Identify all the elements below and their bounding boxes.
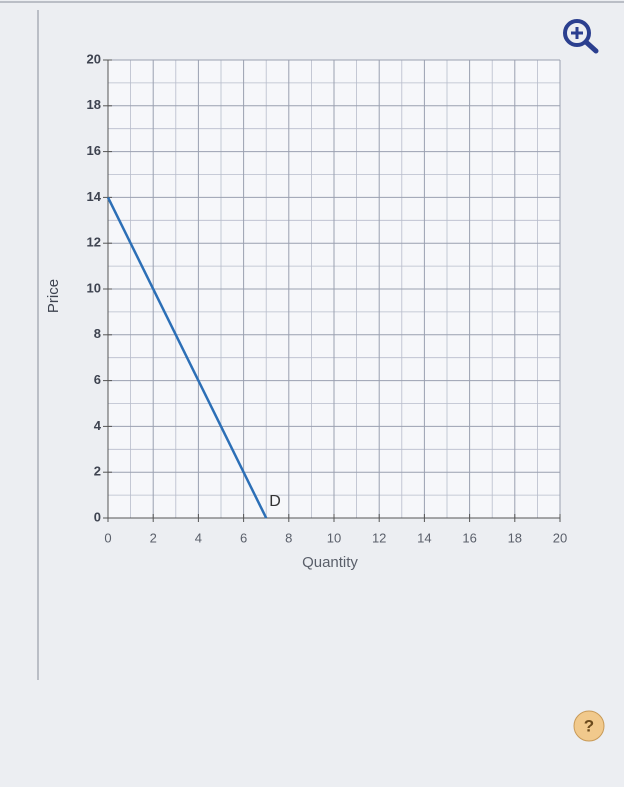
x-tick-label: 10 bbox=[327, 530, 341, 545]
y-tick-label: 10 bbox=[87, 280, 101, 295]
zoom-button[interactable] bbox=[563, 19, 599, 54]
x-tick-label: 12 bbox=[372, 530, 386, 545]
x-tick-label: 2 bbox=[150, 530, 157, 545]
y-tick-label: 14 bbox=[87, 189, 102, 204]
x-tick-label: 14 bbox=[417, 530, 431, 545]
y-tick-label: 0 bbox=[94, 509, 101, 524]
y-tick-label: 12 bbox=[87, 235, 101, 250]
y-tick-label: 18 bbox=[87, 97, 101, 112]
x-tick-label: 20 bbox=[553, 530, 567, 545]
x-tick-label: 8 bbox=[285, 530, 292, 545]
y-tick-label: 4 bbox=[94, 418, 102, 433]
y-tick-label: 16 bbox=[87, 143, 101, 158]
y-tick-label: 2 bbox=[94, 464, 101, 479]
x-tick-label: 16 bbox=[462, 530, 476, 545]
x-tick-label: 0 bbox=[104, 530, 111, 545]
x-axis-label: Quantity bbox=[302, 554, 358, 571]
y-tick-label: 20 bbox=[87, 51, 101, 66]
x-tick-label: 18 bbox=[508, 530, 522, 545]
help-button[interactable]: ? bbox=[573, 710, 605, 742]
help-circle bbox=[573, 710, 605, 742]
series-label: D bbox=[269, 493, 281, 510]
y-tick-label: 8 bbox=[94, 326, 101, 341]
zoom-lens bbox=[563, 19, 591, 47]
help-text: ? bbox=[584, 716, 594, 735]
y-axis-label: Price bbox=[45, 279, 62, 313]
x-tick-label: 4 bbox=[195, 530, 202, 545]
x-tick-label: 6 bbox=[240, 530, 247, 545]
y-tick-label: 6 bbox=[94, 372, 101, 387]
line bbox=[106, 196, 268, 519]
zoom-handle bbox=[583, 39, 599, 54]
